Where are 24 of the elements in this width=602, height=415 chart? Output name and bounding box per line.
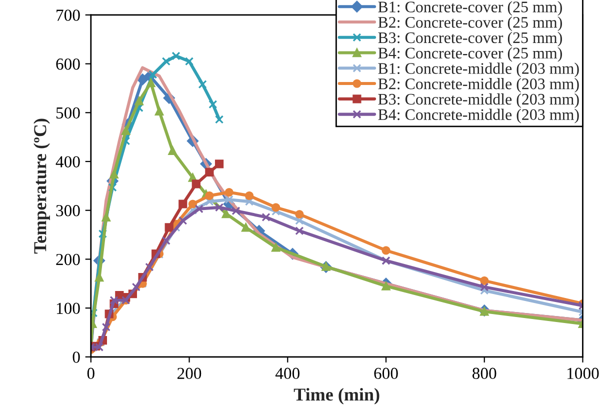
y-tick-label: 400 xyxy=(56,156,80,168)
legend-label: B4: Concrete-middle (203 mm) xyxy=(378,108,579,124)
x-tick-label: 200 xyxy=(178,368,202,380)
legend-label: B2: Concrete-middle (203 mm) xyxy=(378,78,579,93)
y-axis-title: Temperature (ºC) xyxy=(34,118,50,254)
x-tick-label: 0 xyxy=(87,368,94,380)
legend-label: B4: Concrete-cover (25 mm) xyxy=(378,47,562,62)
y-tick-label: 600 xyxy=(56,58,80,70)
y-tick-label: 700 xyxy=(56,10,80,21)
legend-label: B2: Concrete-cover (25 mm) xyxy=(378,16,562,31)
x-tick-label: 600 xyxy=(374,368,398,380)
y-tick-label: 300 xyxy=(56,205,80,216)
x-axis-title: Time (min) xyxy=(294,388,380,404)
y-tick-label: 0 xyxy=(72,352,80,363)
y-tick-label: 200 xyxy=(56,254,80,266)
x-tick-label: 800 xyxy=(472,368,496,380)
legend-label: B1: Concrete-middle (203 mm) xyxy=(378,62,579,78)
legend-label: B3: Concrete-middle (203 mm) xyxy=(378,93,579,108)
y-tick-label: 500 xyxy=(56,107,80,119)
legend-label: B1: Concrete-cover (25 mm) xyxy=(378,1,562,16)
y-tick-label: 100 xyxy=(56,302,80,314)
legend-label: B3: Concrete-cover (25 mm) xyxy=(378,32,562,46)
x-tick-label: 400 xyxy=(275,368,300,380)
x-tick-label: 1000 xyxy=(568,368,599,380)
